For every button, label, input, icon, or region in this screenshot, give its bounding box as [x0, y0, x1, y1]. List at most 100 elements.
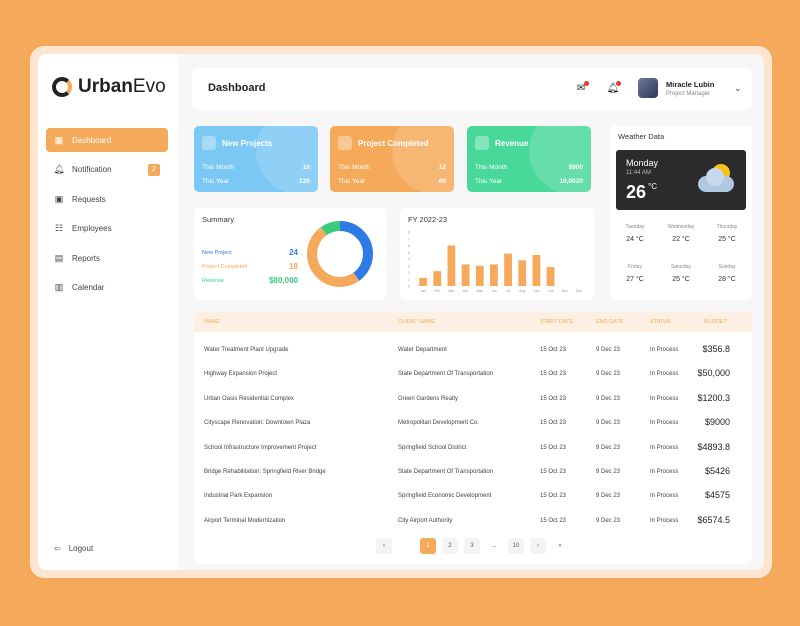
- y-tick-label: 5: [408, 251, 410, 255]
- stat-value: 12: [438, 164, 446, 171]
- budget-cell: $9000: [704, 417, 730, 428]
- table-row[interactable]: Industrial Park Expansion Springfield Eco…: [194, 486, 752, 510]
- forecast-item: Saturday 25 °C: [670, 264, 691, 283]
- table-cell: Springfield Economic Development: [398, 493, 492, 500]
- stat-title: New Projects: [222, 138, 273, 148]
- page-button[interactable]: 2: [442, 538, 458, 554]
- table-cell: In Process: [650, 517, 679, 524]
- bar-feb[interactable]: [433, 271, 442, 286]
- cloud-icon: [698, 168, 734, 192]
- bar-jul[interactable]: [504, 253, 512, 286]
- table-row[interactable]: Bridge Rehabilitation: Springfield River…: [194, 462, 752, 486]
- table-cell: 9 Dec 23: [596, 517, 621, 524]
- message-icon[interactable]: ✉: [574, 81, 589, 96]
- logout-button[interactable]: ⇦ Logout: [54, 544, 93, 553]
- table-row[interactable]: Urban Oasis Residential Complex Green Gar…: [194, 389, 752, 413]
- donut-slice-1: [307, 221, 373, 287]
- bar-apr[interactable]: [461, 264, 470, 286]
- avatar[interactable]: [638, 78, 658, 98]
- inbox-icon: ▣: [54, 193, 64, 204]
- budget-cell: $5426: [704, 466, 730, 476]
- user-name: Miracle Lubin: [666, 80, 715, 89]
- x-tick-label: Nov: [562, 289, 568, 293]
- forecast-item: Thursday 25 °C: [716, 224, 738, 243]
- sidebar-nav: ▦ Dashboard 🔔︎ Notification 2 ▣ Requests…: [46, 128, 168, 305]
- table-cell: 9 Dec 23: [596, 420, 621, 427]
- table-cell: 9 Dec 23: [596, 347, 621, 353]
- page-last-button[interactable]: »: [558, 543, 562, 549]
- bar-may[interactable]: [475, 265, 484, 286]
- budget-cell: $1200.3: [697, 392, 730, 403]
- bar-oct[interactable]: [546, 267, 555, 286]
- sidebar-item-label: Requests: [72, 194, 106, 204]
- table-row[interactable]: Highway Expansion Project State Departmen…: [194, 364, 752, 388]
- projects-table: Name Client Name Start Date End Date Sta…: [194, 312, 752, 564]
- bar-sep[interactable]: [532, 254, 541, 286]
- bar-chart-card: FY 2022-23 0 1 2 3 4 5 6 7 8 Jan Feb Mar Apr May Jun Ju…: [400, 208, 594, 300]
- stat-label: This Month: [475, 164, 508, 171]
- sidebar-item-employees[interactable]: ☷ Employees: [46, 217, 168, 241]
- bar-aug[interactable]: [518, 260, 527, 286]
- bar-mar[interactable]: [447, 245, 456, 287]
- sidebar-item-label: Calendar: [72, 283, 105, 292]
- bar-jan[interactable]: [419, 277, 427, 286]
- sidebar-item-label: Reports: [72, 253, 101, 263]
- weather-time: 11:44 AM: [626, 170, 651, 176]
- notification-badge: 2: [148, 163, 160, 176]
- table-cell: Urban Oasis Residential Complex: [204, 395, 295, 402]
- table-cell: 9 Dec 23: [596, 493, 621, 500]
- table-cell: 15 Oct 23: [540, 371, 567, 378]
- weather-current: Monday 11:44 AM 26 °C: [616, 150, 746, 210]
- table-cell: 15 Oct 23: [540, 444, 567, 451]
- table-cell: 15 Oct 23: [540, 493, 567, 500]
- donut-slice-2: [307, 221, 373, 287]
- table-cell: Highway Expansion Project: [204, 371, 278, 378]
- summary-donut-chart: [307, 221, 373, 287]
- sidebar-item-dashboard[interactable]: ▦ Dashboard: [46, 128, 168, 152]
- page-button[interactable]: 10: [508, 538, 524, 554]
- page-first-button[interactable]: [398, 538, 414, 554]
- y-tick-label: 6: [408, 244, 410, 248]
- table-cell: 15 Oct 23: [540, 347, 567, 353]
- stat-card-new-projects[interactable]: New Projects This Month 10 This Year 120: [194, 126, 318, 192]
- y-tick-label: 8: [408, 231, 410, 235]
- table-cell: Water Department: [398, 347, 447, 353]
- column-header: End Date: [596, 319, 624, 325]
- bar-jun[interactable]: [490, 264, 498, 286]
- bar-chart: 0 1 2 3 4 5 6 7 8 Jan Feb Mar Apr May Jun Jul Aug Sep Oct N…: [408, 231, 582, 294]
- page-button[interactable]: 3: [464, 538, 480, 554]
- budget-cell: $356.8: [702, 344, 730, 354]
- pagination: ‹ 1 2 3 ... 10 › »: [376, 538, 568, 554]
- table-cell: Green Gardens Realty: [398, 395, 459, 402]
- budget-cell: $50,000: [697, 368, 730, 379]
- chevron-down-icon[interactable]: ⌄: [734, 83, 742, 93]
- column-header: Status: [650, 319, 671, 325]
- table-cell: 9 Dec 23: [596, 395, 621, 402]
- page-ellipsis: ...: [491, 543, 497, 549]
- table-row[interactable]: School Infrastructure Improvement Projec…: [194, 438, 752, 462]
- stat-card-revenue[interactable]: Revenue This Month $900 This Year 10,0020: [467, 126, 591, 192]
- page-title: Dashboard: [208, 82, 266, 94]
- y-tick-label: 2: [408, 271, 410, 275]
- bell-icon[interactable]: 🔔︎: [606, 81, 621, 94]
- table-row[interactable]: Water Treatment Plant Upgrade Water Depar…: [194, 340, 752, 364]
- sidebar-item-reports[interactable]: ▤ Reports: [46, 246, 168, 270]
- table-cell: Airport Terminal Modernization: [204, 517, 286, 524]
- table-row[interactable]: Cityscape Renovation: Downtown Plaza Metr…: [194, 413, 752, 437]
- logout-label: Logout: [68, 544, 94, 553]
- table-cell: State Department Of Transportation: [398, 469, 494, 475]
- page-prev-button[interactable]: ‹: [376, 538, 392, 554]
- sidebar-item-notification[interactable]: 🔔︎ Notification 2: [46, 158, 168, 182]
- table-row[interactable]: Airport Terminal Modernization City Airpo…: [194, 511, 752, 535]
- stat-card-project-completed[interactable]: Project Completed This Month 12 This Year…: [330, 126, 454, 192]
- sidebar-item-calendar[interactable]: ▥ Calendar: [46, 276, 168, 300]
- page-next-button[interactable]: ›: [530, 538, 546, 554]
- table-header: Name Client Name Start Date End Date Sta…: [194, 312, 752, 332]
- budget-cell: $4893.8: [697, 441, 730, 452]
- table-cell: 9 Dec 23: [596, 444, 621, 451]
- sidebar-item-requests[interactable]: ▣ Requests: [46, 187, 168, 211]
- table-cell: 9 Dec 23: [596, 469, 621, 475]
- table-cell: Industrial Park Expansion: [204, 493, 273, 500]
- page-button[interactable]: 1: [420, 538, 436, 554]
- table-cell: 9 Dec 23: [596, 371, 621, 378]
